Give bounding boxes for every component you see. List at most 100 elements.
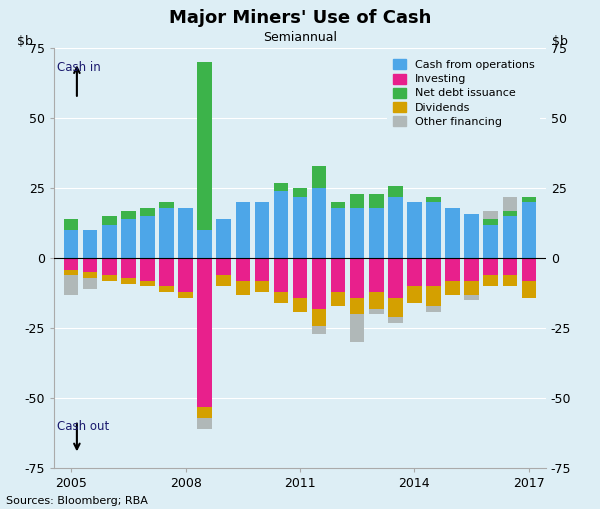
Bar [369,194,383,208]
Bar [159,202,174,208]
Bar [369,292,383,308]
Bar [83,278,97,289]
Bar [197,230,212,259]
Bar [140,208,155,216]
Bar [521,259,536,281]
Bar [350,259,364,297]
Bar [464,281,479,295]
Bar [102,275,116,281]
Bar [331,292,346,306]
Bar [121,259,136,278]
Bar [217,275,231,286]
Bar [445,281,460,295]
Text: Cash in: Cash in [56,62,100,74]
Bar [369,208,383,259]
Bar [83,272,97,278]
Bar [274,191,288,259]
Bar [254,281,269,292]
Bar [159,286,174,292]
Bar [83,259,97,272]
Bar [102,259,116,275]
Bar [503,197,517,211]
Bar [274,292,288,303]
Bar [159,259,174,286]
Bar [484,225,498,259]
Bar [293,297,307,312]
Bar [312,308,326,326]
Bar [331,202,346,208]
Bar [312,259,326,308]
Bar [121,219,136,259]
Bar [350,315,364,343]
Bar [159,208,174,259]
Bar [521,197,536,202]
Bar [331,208,346,259]
Bar [274,183,288,191]
Bar [464,259,479,281]
Bar [178,208,193,259]
Bar [426,286,441,306]
Bar [236,281,250,295]
Bar [254,202,269,259]
Bar [178,292,193,297]
Bar [293,197,307,259]
Bar [407,259,422,286]
Bar [64,219,79,230]
Bar [464,295,479,300]
Bar [350,297,364,315]
Bar [407,286,422,303]
Bar [503,216,517,259]
Bar [350,208,364,259]
Bar [388,317,403,323]
Bar [197,407,212,418]
Bar [426,306,441,312]
Bar [102,225,116,259]
Bar [178,259,193,292]
Bar [484,275,498,286]
Text: $b: $b [552,35,568,47]
Bar [388,197,403,259]
Bar [312,188,326,259]
Bar [426,202,441,259]
Text: Sources: Bloomberg; RBA: Sources: Bloomberg; RBA [6,496,148,506]
Bar [197,418,212,429]
Bar [369,308,383,315]
Legend: Cash from operations, Investing, Net debt issuance, Dividends, Other financing: Cash from operations, Investing, Net deb… [388,54,541,132]
Bar [503,259,517,275]
Bar [140,216,155,259]
Bar [64,270,79,275]
Bar [83,230,97,259]
Bar [197,259,212,407]
Bar [369,259,383,292]
Bar [217,259,231,275]
Bar [388,259,403,297]
Bar [521,281,536,297]
Text: Cash out: Cash out [56,420,109,433]
Bar [445,259,460,281]
Bar [426,259,441,286]
Text: Major Miners' Use of Cash: Major Miners' Use of Cash [169,9,431,27]
Bar [217,219,231,259]
Bar [293,188,307,197]
Bar [312,166,326,188]
Bar [197,62,212,230]
Bar [503,211,517,216]
Bar [64,230,79,259]
Bar [426,197,441,202]
Bar [388,297,403,317]
Bar [464,214,479,259]
Text: $b: $b [17,35,33,47]
Bar [121,278,136,284]
Bar [503,275,517,286]
Bar [484,259,498,275]
Bar [521,202,536,259]
Bar [274,259,288,292]
Bar [484,211,498,219]
Bar [236,202,250,259]
Bar [140,259,155,281]
Bar [388,186,403,197]
Bar [140,281,155,286]
Bar [64,275,79,295]
Bar [484,219,498,225]
Bar [350,194,364,208]
